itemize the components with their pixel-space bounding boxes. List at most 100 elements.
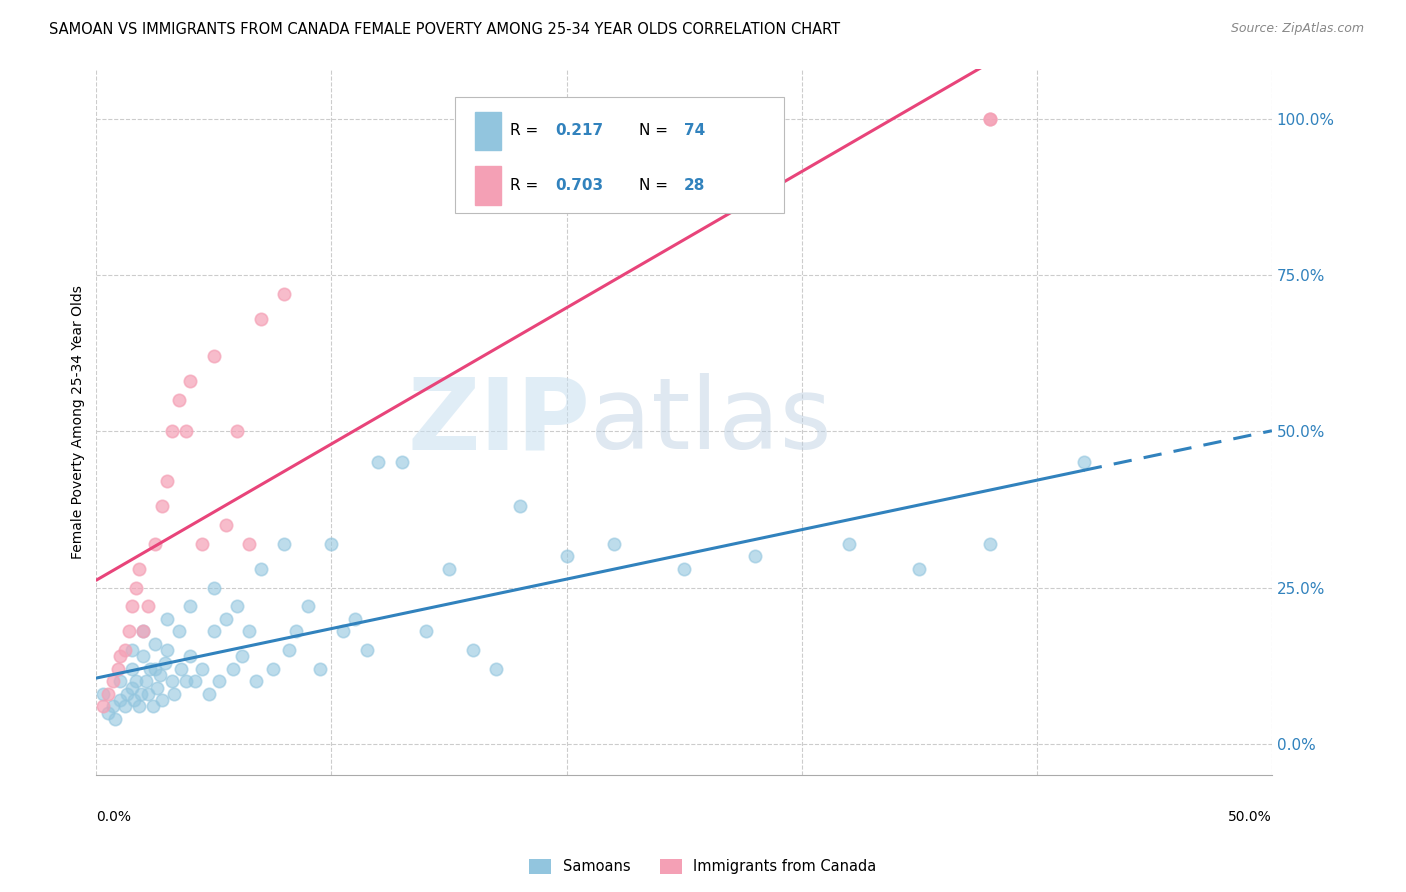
Point [150, 693, 173, 707]
FancyBboxPatch shape [456, 97, 785, 213]
Point [979, 537, 1001, 551]
Bar [475, 112, 501, 151]
Point [908, 562, 931, 576]
Point [202, 581, 225, 595]
Point [129, 687, 152, 701]
Point [1073, 455, 1095, 469]
Point [602, 537, 624, 551]
Point [278, 643, 301, 657]
Point [437, 562, 460, 576]
Point [202, 624, 225, 639]
Text: 50.0%: 50.0% [1229, 811, 1272, 824]
Point [170, 662, 193, 676]
Point [262, 662, 284, 676]
Point [114, 643, 136, 657]
Point [202, 349, 225, 363]
Point [226, 424, 249, 438]
Point [179, 599, 201, 614]
Point [93, 699, 115, 714]
Point [184, 674, 207, 689]
Text: 74: 74 [685, 123, 706, 138]
Point [214, 518, 236, 533]
Point [156, 475, 179, 489]
Point [191, 537, 214, 551]
Point [321, 537, 343, 551]
Point [104, 712, 127, 726]
Point [108, 649, 131, 664]
Point [121, 662, 143, 676]
Point [160, 674, 183, 689]
Point [308, 662, 330, 676]
Text: R =: R = [510, 123, 543, 138]
Point [107, 662, 129, 676]
Point [555, 549, 578, 564]
Point [122, 693, 145, 707]
Point [744, 549, 766, 564]
Point [136, 687, 159, 701]
Point [174, 674, 197, 689]
Point [121, 643, 143, 657]
Point [250, 562, 273, 576]
Point [167, 624, 190, 639]
Point [273, 286, 295, 301]
Point [461, 643, 484, 657]
Point [132, 624, 155, 639]
Bar [475, 166, 501, 205]
Point [146, 681, 169, 695]
Text: N =: N = [640, 123, 673, 138]
Point [250, 311, 273, 326]
Point [245, 674, 267, 689]
Point [179, 374, 201, 388]
Point [135, 674, 157, 689]
Point [838, 537, 860, 551]
Point [485, 662, 508, 676]
Point [222, 662, 245, 676]
Point [343, 612, 366, 626]
Text: SAMOAN VS IMMIGRANTS FROM CANADA FEMALE POVERTY AMONG 25-34 YEAR OLDS CORRELATIO: SAMOAN VS IMMIGRANTS FROM CANADA FEMALE … [49, 22, 841, 37]
Legend: Samoans, Immigrants from Canada: Samoans, Immigrants from Canada [523, 853, 883, 880]
Point [101, 674, 124, 689]
Text: 0.0%: 0.0% [97, 811, 131, 824]
Point [121, 681, 143, 695]
Point [128, 699, 150, 714]
Text: R =: R = [510, 178, 543, 194]
Point [198, 687, 221, 701]
Point [163, 687, 186, 701]
Point [149, 668, 172, 682]
Point [979, 112, 1001, 126]
Point [121, 599, 143, 614]
Point [673, 562, 696, 576]
Text: Source: ZipAtlas.com: Source: ZipAtlas.com [1230, 22, 1364, 36]
Text: N =: N = [640, 178, 673, 194]
Point [101, 699, 124, 714]
Point [108, 693, 131, 707]
Point [142, 699, 165, 714]
Point [97, 687, 120, 701]
Point [153, 656, 176, 670]
Point [132, 649, 155, 664]
Point [367, 455, 389, 469]
Point [191, 662, 214, 676]
Point [93, 687, 115, 701]
Point [415, 624, 437, 639]
Y-axis label: Female Poverty Among 25-34 Year Olds: Female Poverty Among 25-34 Year Olds [72, 285, 86, 558]
Point [979, 112, 1001, 126]
Point [226, 599, 249, 614]
Point [132, 624, 155, 639]
Point [136, 599, 159, 614]
Point [174, 424, 197, 438]
Point [139, 662, 162, 676]
Point [114, 699, 136, 714]
Point [128, 562, 150, 576]
Point [391, 455, 413, 469]
Point [179, 649, 201, 664]
Point [231, 649, 253, 664]
Point [207, 674, 229, 689]
Point [273, 537, 295, 551]
Point [332, 624, 354, 639]
Point [156, 643, 179, 657]
Point [125, 674, 148, 689]
Point [143, 637, 166, 651]
Point [285, 624, 308, 639]
Point [156, 612, 179, 626]
